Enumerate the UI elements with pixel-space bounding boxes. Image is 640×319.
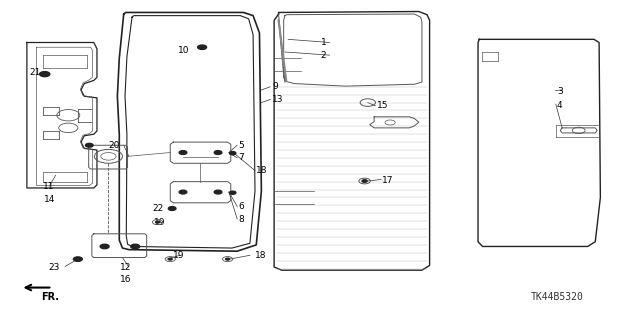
Text: 1: 1 xyxy=(321,38,326,47)
Circle shape xyxy=(179,190,187,194)
Text: 7: 7 xyxy=(239,153,244,162)
Text: 18: 18 xyxy=(255,251,266,260)
Circle shape xyxy=(179,151,187,154)
Text: 13: 13 xyxy=(272,95,284,104)
Circle shape xyxy=(131,244,140,249)
Text: 19: 19 xyxy=(154,218,165,227)
Text: 23: 23 xyxy=(49,263,60,272)
Text: FR.: FR. xyxy=(41,292,59,302)
Text: 21: 21 xyxy=(29,68,41,77)
Text: 20: 20 xyxy=(108,141,119,150)
Circle shape xyxy=(86,143,93,147)
Text: 8: 8 xyxy=(239,215,244,224)
Circle shape xyxy=(40,71,50,77)
Circle shape xyxy=(230,152,236,155)
Circle shape xyxy=(362,180,367,182)
Text: 9: 9 xyxy=(272,82,278,91)
Text: 12: 12 xyxy=(120,263,131,272)
Circle shape xyxy=(168,258,172,260)
Text: 15: 15 xyxy=(378,101,389,110)
Text: 19: 19 xyxy=(173,251,184,260)
Text: 16: 16 xyxy=(120,275,131,284)
Circle shape xyxy=(100,244,109,249)
Text: 17: 17 xyxy=(383,175,394,185)
Circle shape xyxy=(226,258,230,260)
Text: 6: 6 xyxy=(239,203,244,211)
Text: 4: 4 xyxy=(557,100,563,110)
Circle shape xyxy=(214,151,222,154)
Text: 10: 10 xyxy=(178,46,189,55)
Circle shape xyxy=(198,45,207,49)
Text: 3: 3 xyxy=(557,87,563,96)
Text: 18: 18 xyxy=(256,166,268,175)
Text: 11: 11 xyxy=(44,182,55,191)
Circle shape xyxy=(74,257,83,261)
Text: 14: 14 xyxy=(44,195,55,204)
Circle shape xyxy=(214,190,222,194)
Text: TK44B5320: TK44B5320 xyxy=(531,292,583,302)
Text: 2: 2 xyxy=(321,51,326,60)
Circle shape xyxy=(156,221,159,223)
Text: 5: 5 xyxy=(239,141,244,150)
Circle shape xyxy=(168,207,176,211)
Text: 22: 22 xyxy=(152,204,164,213)
Circle shape xyxy=(230,191,236,194)
